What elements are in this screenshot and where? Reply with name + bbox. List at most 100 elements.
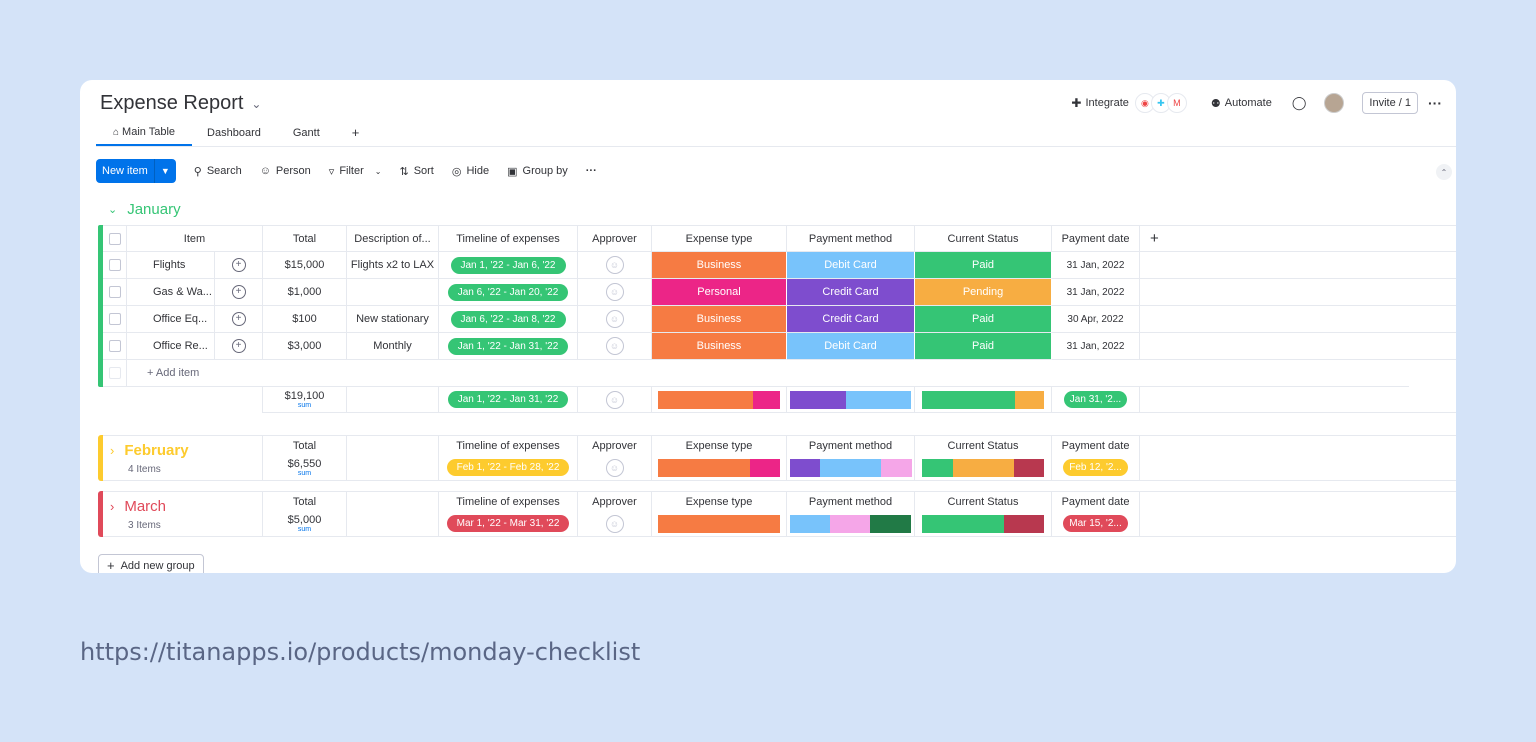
sort-button[interactable]: ⇅ Sort — [399, 165, 433, 178]
summary-bar[interactable] — [658, 514, 780, 533]
person-button[interactable]: ☺ Person — [260, 165, 311, 177]
person-icon[interactable]: ☺ — [605, 310, 624, 328]
summary-bar[interactable] — [658, 390, 780, 409]
timeline-sum-cell[interactable]: Jan 1, '22 - Jan 31, '22 — [439, 387, 578, 413]
payment-date-cell[interactable]: 30 Apr, 2022 — [1052, 306, 1140, 333]
checkbox[interactable] — [108, 286, 121, 298]
payment-method-summary[interactable] — [787, 511, 915, 537]
add-column-button[interactable]: + — [1140, 225, 1456, 252]
expense-type-cell[interactable]: Business — [652, 306, 787, 333]
group-title-february[interactable]: › February — [110, 442, 189, 459]
payment-method-summary[interactable] — [787, 387, 915, 413]
status-summary[interactable] — [915, 511, 1052, 537]
approver-cell[interactable]: ☺ — [578, 252, 652, 279]
timeline-sum-cell[interactable]: Feb 1, '22 - Feb 28, '22 — [439, 455, 578, 481]
chevron-down-icon[interactable]: ▼ — [160, 166, 170, 176]
updates-cell[interactable]: + — [215, 306, 263, 333]
expense-type-cell[interactable]: Personal — [652, 279, 787, 306]
payment-date-cell[interactable]: 31 Jan, 2022 — [1052, 333, 1140, 360]
add-item-row[interactable]: + Add item — [127, 360, 1409, 387]
tab-gantt[interactable]: Gantt — [293, 124, 320, 146]
approver-cell[interactable]: ☺ — [578, 279, 652, 306]
add-update-icon[interactable]: + — [231, 258, 246, 272]
column-header-meth[interactable]: Payment method — [787, 435, 915, 455]
column-header-item[interactable]: Item — [127, 225, 263, 252]
column-header-expense-type[interactable]: Expense type — [652, 225, 787, 252]
item-name-cell[interactable]: Office Re... — [127, 333, 215, 360]
new-item-button[interactable]: New item ▼ — [96, 159, 176, 183]
item-name-cell[interactable]: Flights — [127, 252, 215, 279]
person-icon[interactable]: ☺ — [605, 514, 624, 533]
avatar[interactable] — [1324, 93, 1345, 113]
timeline-cell[interactable]: Jan 6, '22 - Jan 20, '22 — [439, 279, 578, 306]
payment-method-cell[interactable]: Credit Card — [787, 306, 915, 333]
item-name-cell[interactable]: Gas & Wa... — [127, 279, 215, 306]
row-checkbox[interactable] — [103, 306, 127, 333]
column-header-total[interactable]: Total — [263, 435, 347, 455]
summary-bar[interactable] — [789, 458, 912, 477]
more-icon[interactable]: ··· — [1428, 95, 1442, 111]
select-all-checkbox[interactable] — [103, 225, 127, 252]
tab-dashboard[interactable]: Dashboard — [207, 124, 261, 146]
search-button[interactable]: ⚲ Search — [194, 165, 242, 178]
status-summary[interactable] — [915, 387, 1052, 413]
summary-bar[interactable] — [922, 390, 1044, 409]
checkbox[interactable] — [108, 232, 121, 245]
column-header-appr[interactable]: Approver — [578, 491, 652, 511]
item-name-cell[interactable]: Office Eq... — [127, 306, 215, 333]
column-header-stat[interactable]: Current Status — [915, 435, 1052, 455]
collapse-icon[interactable]: ⌃ — [1436, 164, 1452, 180]
timeline-cell[interactable]: Jan 1, '22 - Jan 6, '22 — [439, 252, 578, 279]
column-header-date[interactable]: Payment date — [1052, 491, 1140, 511]
column-header-total[interactable]: Total — [263, 491, 347, 511]
timeline-sum-cell[interactable]: Mar 1, '22 - Mar 31, '22 — [439, 511, 578, 537]
expense-type-cell[interactable]: Business — [652, 333, 787, 360]
board-title[interactable]: Expense Report ⌄ — [100, 92, 261, 115]
row-checkbox[interactable] — [103, 252, 127, 279]
status-cell[interactable]: Paid — [915, 252, 1052, 279]
approver-sum-cell[interactable]: ☺ — [578, 387, 652, 413]
expense-type-summary[interactable] — [652, 511, 787, 537]
description-cell[interactable]: Monthly — [347, 333, 439, 360]
checkbox[interactable] — [108, 313, 121, 325]
payment-date-summary[interactable]: Feb 12, '2... — [1052, 455, 1140, 481]
row-checkbox[interactable] — [103, 279, 127, 306]
total-sum-cell[interactable]: $6,550 sum — [263, 455, 347, 481]
timeline-cell[interactable]: Jan 1, '22 - Jan 31, '22 — [439, 333, 578, 360]
total-sum-cell[interactable]: $5,000 sum — [263, 511, 347, 537]
total-cell[interactable]: $3,000 — [263, 333, 347, 360]
column-header-timeline[interactable]: Timeline of expenses — [439, 225, 578, 252]
column-header-total[interactable]: Total — [263, 225, 347, 252]
description-cell[interactable] — [347, 279, 439, 306]
payment-date-cell[interactable]: 31 Jan, 2022 — [1052, 252, 1140, 279]
payment-method-cell[interactable]: Debit Card — [787, 252, 915, 279]
checkbox[interactable] — [108, 340, 121, 352]
chevron-right-icon[interactable]: › — [110, 443, 115, 458]
group-by-button[interactable]: ▣ Group by — [507, 165, 568, 178]
chevron-down-icon[interactable]: ⌄ — [108, 204, 118, 216]
chevron-down-icon[interactable]: ⌄ — [374, 166, 382, 176]
column-header-stat[interactable]: Current Status — [915, 491, 1052, 511]
integrate-button[interactable]: Integrate — [1085, 97, 1129, 109]
hide-button[interactable]: ◎ Hide — [452, 165, 489, 178]
chevron-down-icon[interactable]: ⌄ — [251, 96, 262, 111]
column-header-payment-method[interactable]: Payment method — [787, 225, 915, 252]
status-summary[interactable] — [915, 455, 1052, 481]
column-header-status[interactable]: Current Status — [915, 225, 1052, 252]
status-cell[interactable]: Pending — [915, 279, 1052, 306]
automate-button[interactable]: Automate — [1224, 97, 1272, 109]
person-icon[interactable]: ☺ — [605, 390, 624, 409]
description-cell[interactable]: Flights x2 to LAX — [347, 252, 439, 279]
column-header-tl[interactable]: Timeline of expenses — [439, 491, 578, 511]
updates-cell[interactable]: + — [215, 279, 263, 306]
column-header-type[interactable]: Expense type — [652, 491, 787, 511]
payment-date-cell[interactable]: 31 Jan, 2022 — [1052, 279, 1140, 306]
summary-bar[interactable] — [789, 390, 912, 409]
summary-bar[interactable] — [658, 458, 780, 477]
column-header-tl[interactable]: Timeline of expenses — [439, 435, 578, 455]
new-item-label[interactable]: New item — [96, 159, 155, 183]
add-update-icon[interactable]: + — [231, 339, 246, 353]
chevron-right-icon[interactable]: › — [110, 499, 115, 514]
expense-type-summary[interactable] — [652, 455, 787, 481]
expense-type-cell[interactable]: Business — [652, 252, 787, 279]
